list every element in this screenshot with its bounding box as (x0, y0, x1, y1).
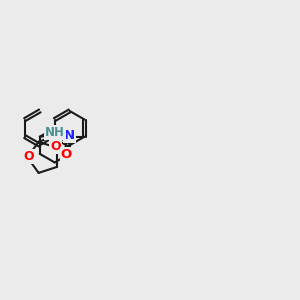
Text: N: N (64, 129, 75, 142)
Text: O: O (24, 150, 34, 163)
Text: NH: NH (45, 126, 65, 140)
Text: O: O (61, 148, 72, 161)
Text: O: O (50, 140, 61, 154)
